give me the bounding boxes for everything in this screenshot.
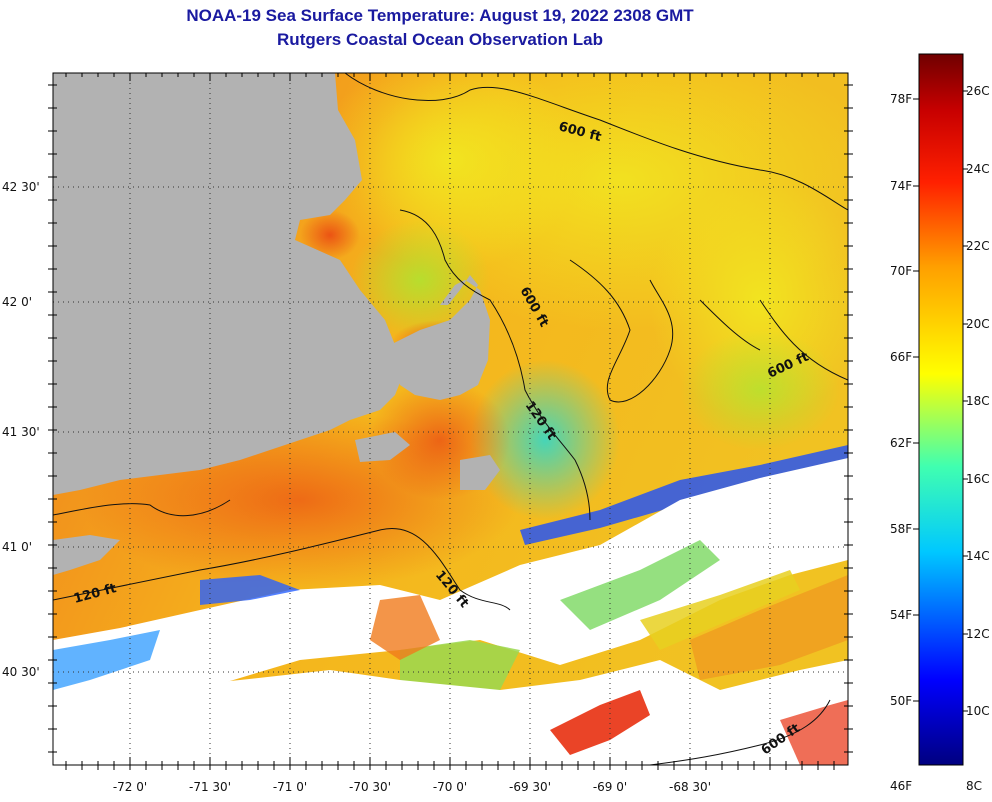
lon-label-69-30: -69 30' xyxy=(509,780,551,794)
colorbar-c-label-8: 8C xyxy=(966,779,983,793)
colorbar-c-label-16: 16C xyxy=(966,472,990,486)
sst-field xyxy=(53,73,848,765)
colorbar-f-label-66: 66F xyxy=(890,350,913,364)
map-title: NOAA-19 Sea Surface Temperature: August … xyxy=(186,6,694,25)
lat-label-42-0: 42 0' xyxy=(2,295,33,309)
lon-label-72-0: -72 0' xyxy=(112,780,148,794)
colorbar-c-label-12: 12C xyxy=(966,627,990,641)
colorbar-c-label-22: 22C xyxy=(966,239,990,253)
colorbar-f-label-58: 58F xyxy=(890,522,913,536)
colorbar-f-label-74: 74F xyxy=(890,179,913,193)
colorbar-f-label-46: 46F xyxy=(890,779,913,793)
depth-contours xyxy=(53,73,848,765)
colorbar-f-label-78: 78F xyxy=(890,92,913,106)
colorbar-c-label-20: 20C xyxy=(966,317,990,331)
lat-label-41-0: 41 0' xyxy=(2,540,33,554)
lon-label-71-30: -71 30' xyxy=(189,780,231,794)
lat-label-42-30: 42 30' xyxy=(2,180,40,194)
colorbar-c-label-26: 26C xyxy=(966,84,990,98)
axis-ticks xyxy=(48,73,853,770)
colorbar-ticks xyxy=(913,90,968,712)
colorbar-f-label-62: 62F xyxy=(890,436,913,450)
lon-label-69-0: -69 0' xyxy=(592,780,628,794)
lon-label-68-30: -68 30' xyxy=(669,780,711,794)
colorbar-c-label-24: 24C xyxy=(966,162,990,176)
colorbar-c-label-14: 14C xyxy=(966,549,990,563)
lat-label-41-30: 41 30' xyxy=(2,425,40,439)
colorbar-f-label-50: 50F xyxy=(890,694,913,708)
graticule xyxy=(53,73,848,765)
colorbar xyxy=(918,53,964,766)
lon-label-70-30: -70 30' xyxy=(349,780,391,794)
lat-label-40-30: 40 30' xyxy=(2,665,40,679)
colorbar-f-label-70: 70F xyxy=(890,264,913,278)
colorbar-c-label-10: 10C xyxy=(966,704,990,718)
map-subtitle: Rutgers Coastal Ocean Observation Lab xyxy=(277,30,603,49)
lon-label-71-0: -71 0' xyxy=(272,780,308,794)
lon-label-70-0: -70 0' xyxy=(432,780,468,794)
colorbar-c-label-18: 18C xyxy=(966,394,990,408)
colorbar-f-label-54: 54F xyxy=(890,608,913,622)
